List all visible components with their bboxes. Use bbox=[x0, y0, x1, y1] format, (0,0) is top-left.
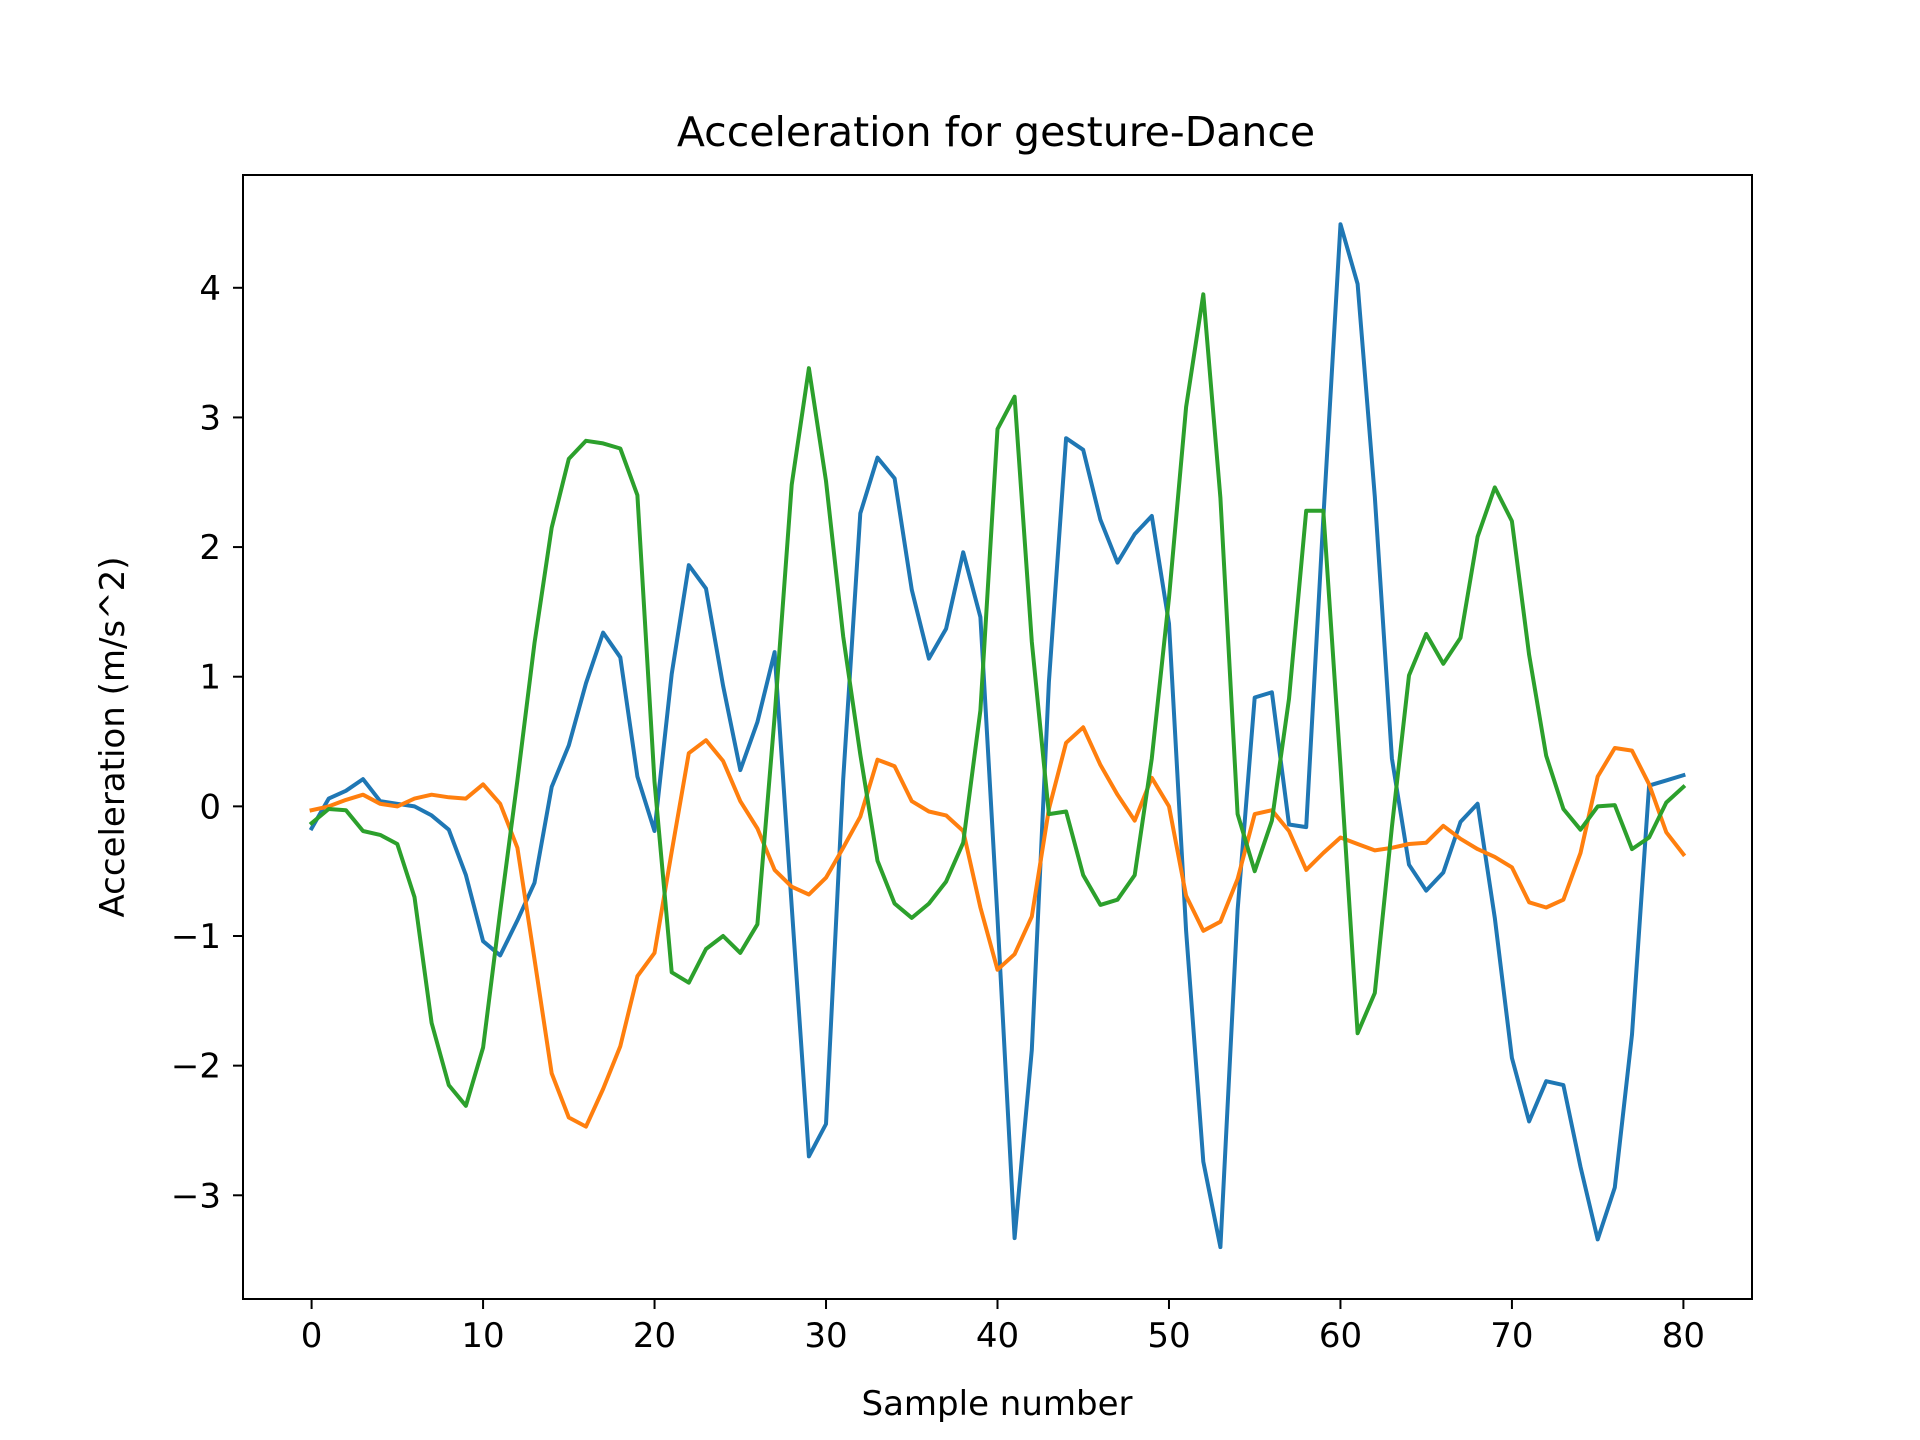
x-tick-label: 30 bbox=[804, 1316, 847, 1356]
x-axis: 0 10 20 30 40 50 60 70 80 bbox=[301, 1299, 1705, 1356]
chart-title: Acceleration for gesture-Dance bbox=[677, 108, 1315, 156]
x-tick-label: 80 bbox=[1662, 1316, 1705, 1356]
x-tick-label: 0 bbox=[301, 1316, 323, 1356]
y-tick-label: 3 bbox=[199, 398, 221, 438]
series-layer bbox=[308, 222, 1687, 1250]
y-tick-label: 2 bbox=[199, 528, 221, 568]
y-tick-label: 0 bbox=[199, 787, 221, 827]
y-tick-label: 1 bbox=[199, 658, 221, 698]
y-tick-label: 4 bbox=[199, 269, 221, 309]
y-axis: −3 −2 −1 0 1 2 3 4 bbox=[171, 269, 243, 1216]
x-tick-label: 60 bbox=[1319, 1316, 1362, 1356]
series-line-3 bbox=[308, 292, 1687, 1108]
x-tick-label: 40 bbox=[976, 1316, 1019, 1356]
series-line-2 bbox=[309, 725, 1687, 1129]
y-tick-label: −2 bbox=[171, 1047, 221, 1087]
x-tick-label: 70 bbox=[1490, 1316, 1533, 1356]
y-axis-title: Acceleration (m/s^2) bbox=[93, 556, 133, 917]
x-tick-label: 20 bbox=[633, 1316, 676, 1356]
x-tick-label: 10 bbox=[461, 1316, 504, 1356]
y-tick-label: −3 bbox=[171, 1176, 221, 1216]
x-tick-label: 50 bbox=[1147, 1316, 1190, 1356]
x-axis-title: Sample number bbox=[862, 1384, 1133, 1424]
series-line-1 bbox=[308, 222, 1686, 1250]
y-tick-label: −1 bbox=[171, 917, 221, 957]
